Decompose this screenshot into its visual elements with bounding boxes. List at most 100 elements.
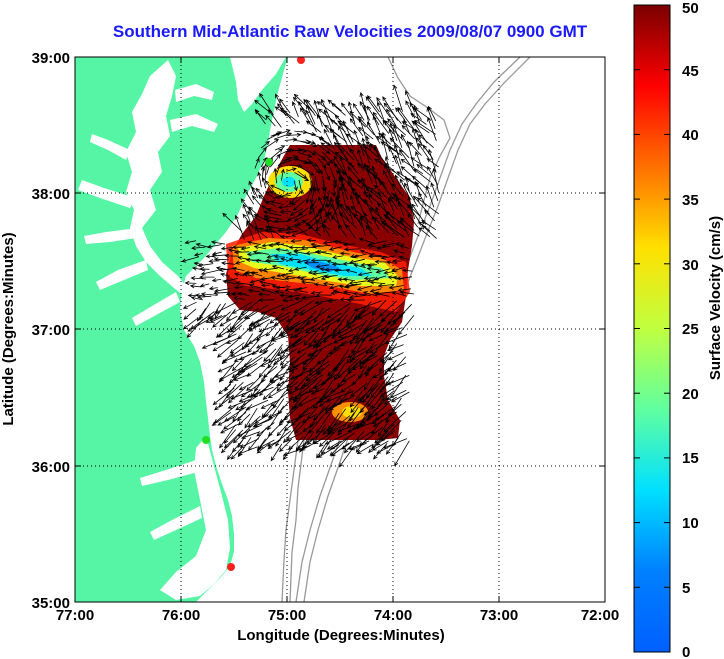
velocity-vector (306, 149, 317, 156)
colorbar-tick-label: 10 (682, 515, 699, 532)
velocity-vector (293, 213, 308, 222)
velocity-vector (338, 174, 348, 200)
velocity-vector (392, 258, 402, 264)
velocity-vector (326, 420, 342, 432)
velocity-vector (193, 252, 203, 257)
velocity-vector (363, 276, 375, 281)
velocity-vector (430, 182, 439, 202)
velocity-vector (262, 380, 285, 401)
velocity-vector (289, 390, 314, 400)
velocity-vector (200, 269, 219, 276)
velocity-vector (261, 176, 267, 189)
velocity-vector (393, 249, 405, 254)
velocity-vector (417, 142, 430, 159)
velocity-vector (282, 445, 311, 456)
velocity-vector (296, 275, 307, 280)
velocity-vector (418, 192, 427, 207)
velocity-vector (227, 387, 246, 404)
velocity-vector (363, 212, 372, 236)
velocity-vector (291, 148, 308, 153)
velocity-vector (220, 272, 230, 277)
velocity-vector (211, 253, 228, 258)
velocity-vector (313, 282, 328, 287)
velocity-vector (249, 283, 263, 289)
velocity-vector (333, 333, 355, 344)
colorbar-tick-label: 30 (682, 257, 699, 274)
velocity-vector (297, 159, 309, 164)
velocity-vector (365, 327, 386, 337)
velocity-vector (246, 358, 270, 377)
velocity-vector (317, 143, 331, 154)
map-title: Southern Mid-Atlantic Raw Velocities 200… (112, 22, 588, 41)
velocity-vector (300, 280, 316, 285)
velocity-vector (277, 205, 292, 210)
velocity-vector (278, 322, 300, 336)
velocity-vector (186, 318, 204, 339)
velocity-vector (310, 162, 321, 174)
velocity-vector (250, 271, 263, 277)
velocity-vector (197, 263, 214, 268)
velocity-vector (234, 260, 245, 265)
velocity-vector (254, 414, 269, 424)
velocity-vector (371, 419, 383, 435)
velocity-vector (299, 302, 323, 316)
velocity-vector (357, 271, 373, 277)
velocity-vector (360, 262, 375, 267)
velocity-vector (254, 99, 271, 114)
velocity-vector (386, 390, 407, 400)
velocity-vector (291, 397, 302, 411)
velocity-vector (336, 142, 355, 161)
velocity-vector (299, 107, 311, 124)
velocity-vector (199, 266, 210, 272)
velocity-vector (282, 157, 300, 164)
velocity-vector (352, 253, 367, 259)
velocity-vector (347, 354, 367, 373)
velocity-vector (323, 281, 334, 287)
velocity-vector (371, 299, 387, 316)
velocity-vector (377, 283, 395, 288)
velocity-vector (361, 182, 367, 198)
velocity-vector (320, 317, 341, 332)
velocity-vector (285, 167, 297, 172)
velocity-vector (274, 145, 286, 151)
velocity-vector (270, 388, 293, 407)
velocity-vector (213, 290, 230, 296)
velocity-vector (349, 390, 363, 408)
velocity-vector (411, 127, 420, 150)
velocity-vector (388, 145, 397, 164)
velocity-vector (260, 283, 270, 288)
velocity-vector (338, 125, 351, 152)
velocity-vector (270, 200, 284, 205)
colorbar-tick-label: 15 (682, 450, 699, 467)
velocity-vector (235, 395, 259, 411)
velocity-vector (312, 387, 332, 409)
velocity-vector (280, 168, 285, 181)
velocity-vector (258, 268, 269, 273)
velocity-vector (404, 182, 419, 207)
velocity-vector (266, 207, 278, 213)
velocity-vector (248, 323, 263, 332)
velocity-vector (275, 93, 284, 111)
velocity-vector (263, 210, 282, 217)
velocity-vector (376, 97, 391, 118)
velocity-vector (373, 216, 390, 234)
velocity-vector (242, 272, 254, 277)
velocity-vector (414, 181, 428, 198)
velocity-vector (336, 203, 347, 228)
velocity-vector (349, 118, 364, 137)
velocity-vector (298, 179, 304, 195)
velocity-vector (245, 257, 262, 263)
velocity-vector (315, 264, 330, 269)
velocity-vector (320, 439, 332, 455)
velocity-vector (275, 430, 286, 447)
velocity-vector (260, 304, 283, 315)
velocity-vector (366, 266, 381, 271)
velocity-vector (338, 284, 350, 289)
velocity-vector (323, 403, 342, 411)
velocity-vector (293, 180, 298, 192)
velocity-vector (293, 266, 307, 271)
velocity-vector (385, 437, 399, 455)
velocity-vector (205, 315, 223, 323)
velocity-vector (396, 276, 413, 281)
velocity-vector (406, 140, 415, 167)
